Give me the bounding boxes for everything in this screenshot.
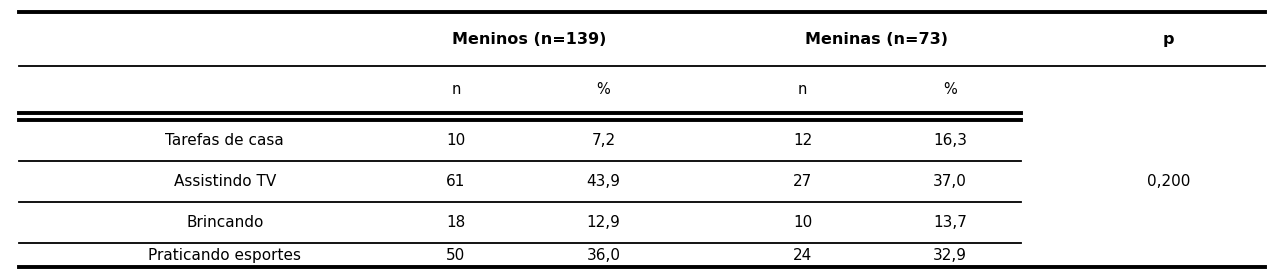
Text: 43,9: 43,9 bbox=[587, 174, 620, 189]
Text: 0,200: 0,200 bbox=[1147, 174, 1190, 189]
Text: Brincando: Brincando bbox=[186, 215, 263, 230]
Text: 24: 24 bbox=[794, 248, 811, 263]
Text: p: p bbox=[1163, 32, 1174, 47]
Text: n: n bbox=[451, 82, 461, 97]
Text: 36,0: 36,0 bbox=[587, 248, 620, 263]
Text: 10: 10 bbox=[794, 215, 811, 230]
Text: 37,0: 37,0 bbox=[933, 174, 967, 189]
Text: Assistindo TV: Assistindo TV bbox=[173, 174, 276, 189]
Text: 12,9: 12,9 bbox=[587, 215, 620, 230]
Text: 7,2: 7,2 bbox=[592, 133, 615, 148]
Text: %: % bbox=[597, 82, 610, 97]
Text: 18: 18 bbox=[447, 215, 465, 230]
Text: 50: 50 bbox=[447, 248, 465, 263]
Text: n: n bbox=[797, 82, 808, 97]
Text: Meninos (n=139): Meninos (n=139) bbox=[452, 32, 607, 47]
Text: 27: 27 bbox=[794, 174, 811, 189]
Text: Praticando esportes: Praticando esportes bbox=[148, 248, 302, 263]
Text: 16,3: 16,3 bbox=[933, 133, 967, 148]
Text: %: % bbox=[944, 82, 957, 97]
Text: Tarefas de casa: Tarefas de casa bbox=[166, 133, 284, 148]
Text: 13,7: 13,7 bbox=[933, 215, 967, 230]
Text: 61: 61 bbox=[446, 174, 466, 189]
Text: 12: 12 bbox=[794, 133, 811, 148]
Text: 32,9: 32,9 bbox=[933, 248, 967, 263]
Text: Meninas (n=73): Meninas (n=73) bbox=[805, 32, 948, 47]
Text: 10: 10 bbox=[447, 133, 465, 148]
